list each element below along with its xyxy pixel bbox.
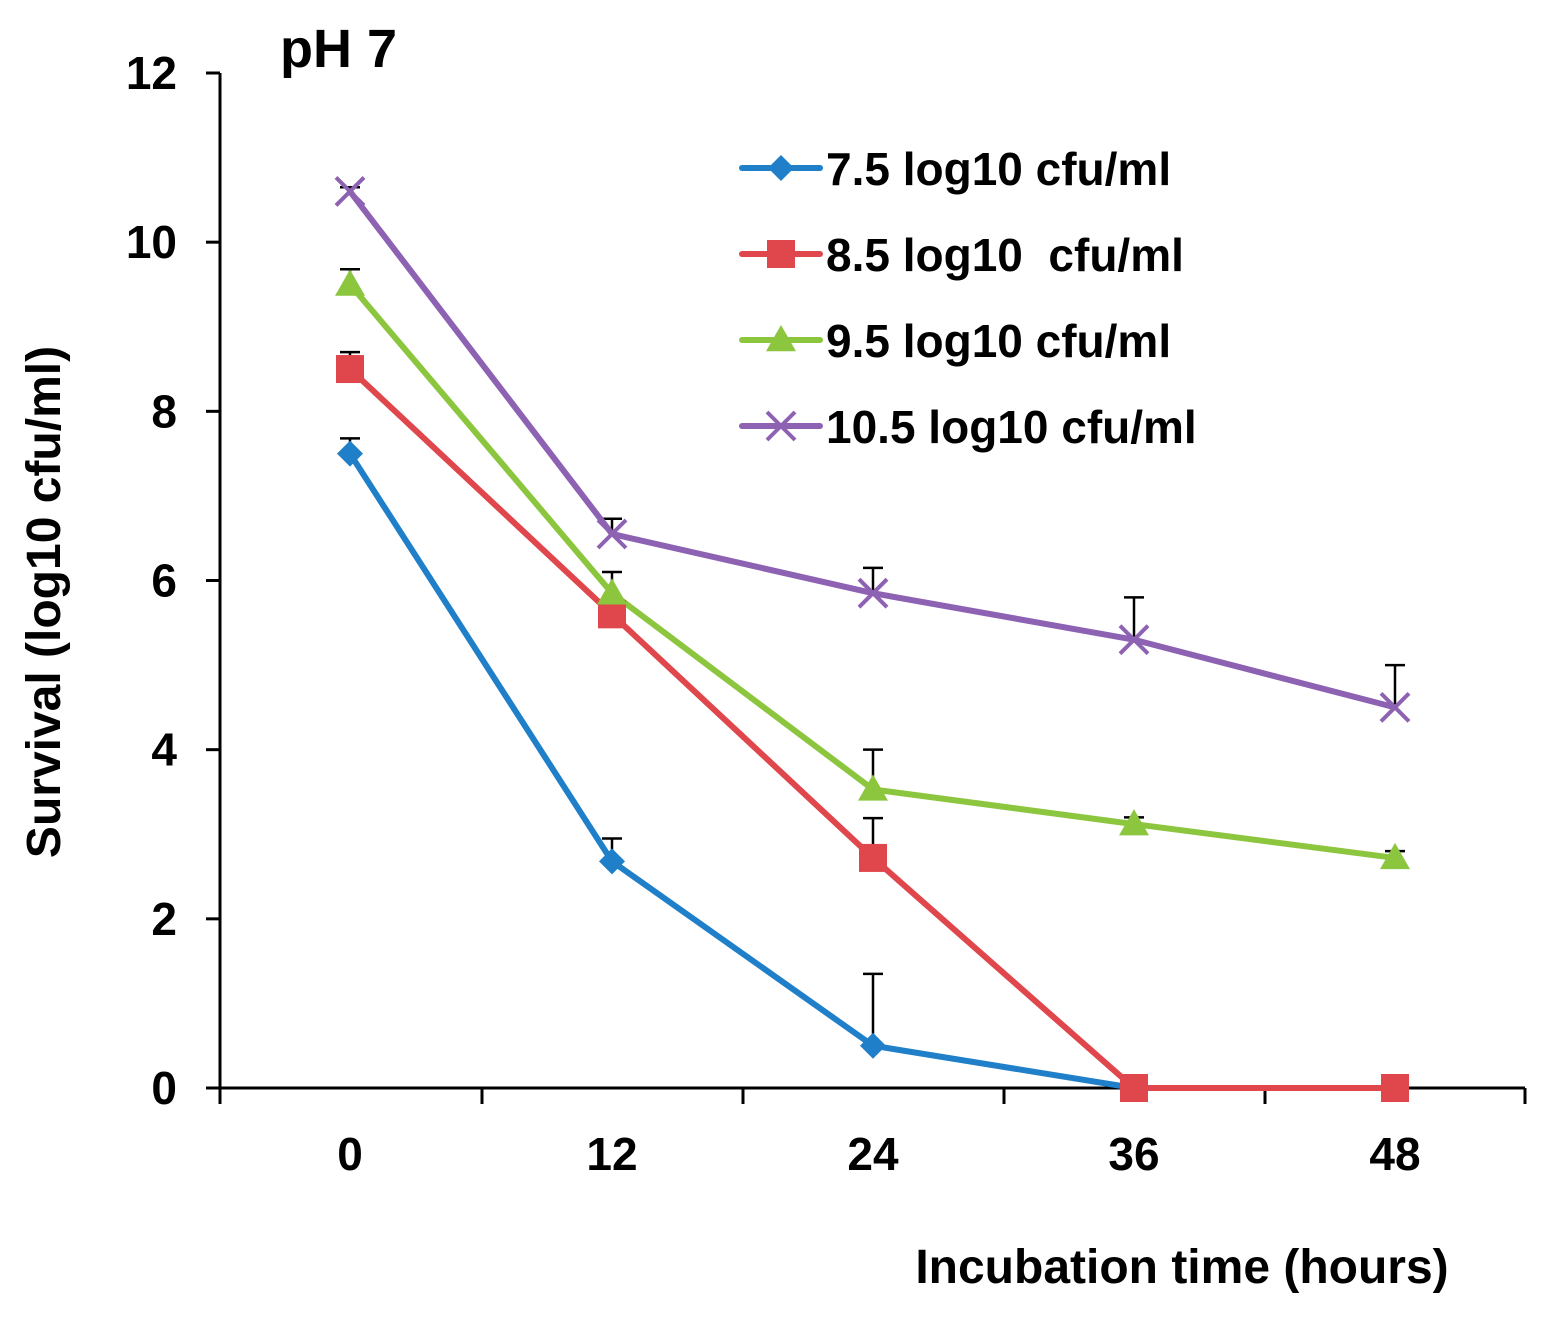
data-point xyxy=(1379,691,1411,723)
markers xyxy=(334,176,1411,1102)
data-point xyxy=(598,600,626,629)
legend-label: 8.5 log10 cfu/ml xyxy=(826,229,1184,281)
x-tick-label: 0 xyxy=(337,1128,363,1180)
data-point xyxy=(1380,842,1410,870)
data-point xyxy=(859,843,887,872)
x-tick-label: 12 xyxy=(586,1128,637,1180)
legend: 7.5 log10 cfu/ml 8.5 log10 cfu/ml 9.5 log1… xyxy=(739,143,1197,453)
series-line-1 xyxy=(347,450,1137,1091)
y-axis-label: Survival (log10 cfu/ml) xyxy=(18,346,71,858)
y-tick-label: 0 xyxy=(151,1062,177,1114)
legend-marker xyxy=(768,155,794,181)
legend-marker xyxy=(766,325,796,352)
y-tick-label: 12 xyxy=(126,47,177,99)
data-point xyxy=(1381,1074,1409,1102)
x-tick-label: 24 xyxy=(847,1128,899,1180)
x-axis-label: Incubation time (hours) xyxy=(915,1241,1448,1294)
data-point xyxy=(858,774,888,801)
data-point xyxy=(1120,1074,1148,1102)
data-point xyxy=(336,355,364,384)
y-tick-label: 2 xyxy=(151,893,177,945)
data-point xyxy=(337,440,363,467)
data-point xyxy=(1119,809,1149,836)
data-point xyxy=(860,1032,886,1059)
chart-title: pH 7 xyxy=(280,19,397,79)
legend-marker xyxy=(765,410,797,442)
data-point xyxy=(334,176,366,207)
legend-label: 9.5 log10 cfu/ml xyxy=(826,315,1171,367)
y-tick-label: 10 xyxy=(126,216,177,268)
x-tick-label: 36 xyxy=(1108,1128,1159,1180)
data-point xyxy=(1118,624,1150,656)
y-tick-label: 6 xyxy=(151,555,177,607)
y-tick-label: 8 xyxy=(151,385,177,437)
legend-marker xyxy=(767,240,795,268)
data-point xyxy=(857,577,889,609)
legend-label: 10.5 log10 cfu/ml xyxy=(826,401,1197,453)
data-point xyxy=(596,518,628,550)
x-tick-label: 48 xyxy=(1369,1128,1420,1180)
data-point xyxy=(597,578,627,605)
data-point xyxy=(335,269,365,296)
y-tick-label: 4 xyxy=(151,724,177,776)
legend-label: 7.5 log10 cfu/ml xyxy=(826,143,1171,195)
data-point xyxy=(599,848,625,875)
